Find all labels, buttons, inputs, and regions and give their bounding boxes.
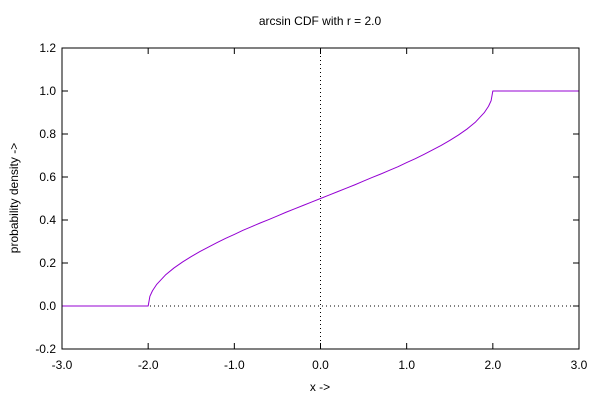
x-tick-label: 2.0 [484, 358, 501, 372]
x-tick-label: -2.0 [138, 358, 159, 372]
y-tick-label: 0.2 [39, 256, 56, 270]
labels-layer: -3.0 -2.0 -1.0 0.0 1.0 2.0 3.0 -0.2 0.0 0.2 0.4 0.6… [35, 41, 587, 372]
x-tick-label: 3.0 [571, 358, 588, 372]
y-tick-label: -0.2 [35, 342, 56, 356]
chart-title: arcsin CDF with r = 2.0 [259, 14, 382, 28]
y-tick-label: 1.0 [39, 84, 56, 98]
x-axis-label: x -> [310, 380, 330, 394]
x-tick-label: -1.0 [224, 358, 245, 372]
y-tick-label: 0.6 [39, 170, 56, 184]
y-tick-label: 0.8 [39, 127, 56, 141]
x-tick-label: 0.0 [312, 358, 329, 372]
series-layer [62, 90, 579, 307]
plot-frame [61, 47, 580, 350]
y-tick-label: 1.2 [39, 41, 56, 55]
y-tick-label: 0.4 [39, 213, 56, 227]
x-tick-label: -3.0 [52, 358, 73, 372]
x-tick-label: 1.0 [398, 358, 415, 372]
cdf-series-line [62, 90, 579, 307]
y-axis-label: probability density -> [7, 143, 21, 253]
y-tick-label: 0.0 [39, 299, 56, 313]
